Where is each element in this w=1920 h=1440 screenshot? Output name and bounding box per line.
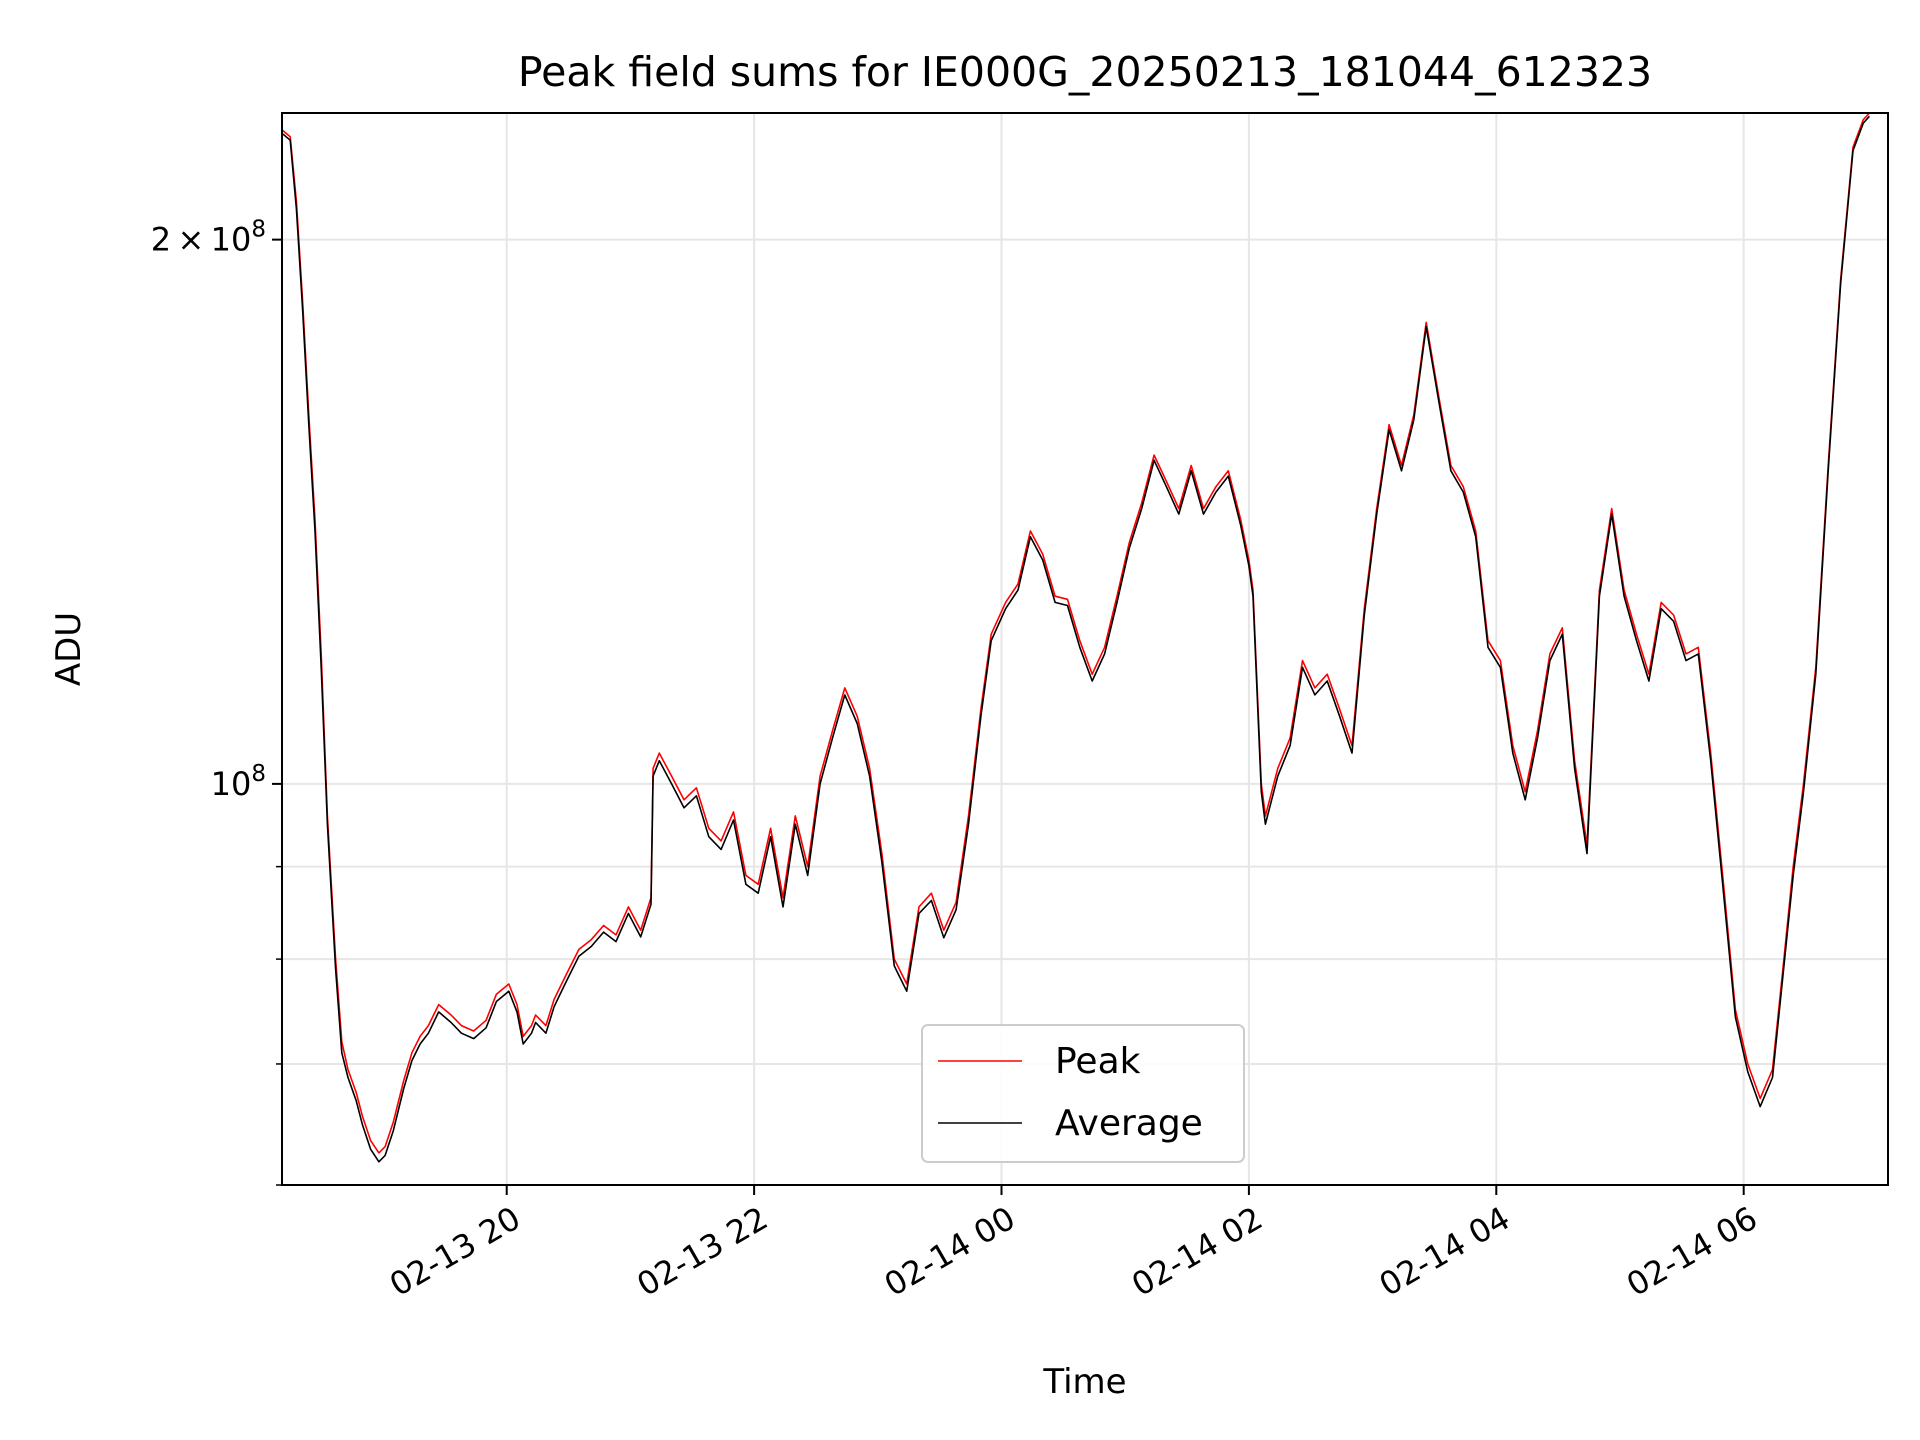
plot-frame xyxy=(281,112,1889,1186)
series-lines xyxy=(281,112,1870,1163)
y-tick-label: 108 xyxy=(211,761,266,803)
legend: Peak Average xyxy=(921,1024,1245,1163)
y-tick-label: 2 × 108 xyxy=(151,217,266,259)
legend-label-average: Average xyxy=(1055,1103,1203,1144)
legend-box xyxy=(921,1024,1245,1163)
x-axis-title: Time xyxy=(1042,1362,1126,1402)
series-line-average xyxy=(281,115,1870,1163)
legend-label-peak: Peak xyxy=(1055,1041,1141,1082)
grid xyxy=(282,113,1888,1186)
chart-title: Peak field sums for IE000G_20250213_1810… xyxy=(518,48,1652,96)
y-axis-title: ADU xyxy=(49,612,89,686)
